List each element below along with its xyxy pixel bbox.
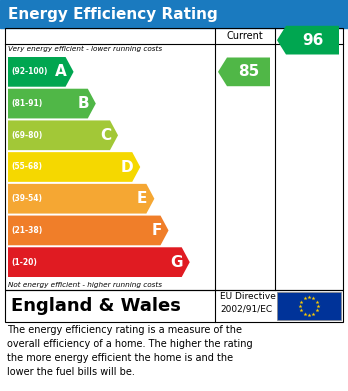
Text: (81-91): (81-91) [11, 99, 42, 108]
Polygon shape [8, 57, 73, 87]
Text: (21-38): (21-38) [11, 226, 42, 235]
Text: (92-100): (92-100) [11, 67, 47, 76]
Text: F: F [151, 223, 161, 238]
Text: 96: 96 [302, 32, 323, 48]
Text: D: D [121, 160, 133, 174]
Bar [0, 0, 348, 28]
Text: EU Directive
2002/91/EC: EU Directive 2002/91/EC [220, 292, 276, 314]
Text: Current: Current [227, 31, 263, 41]
Polygon shape [8, 120, 118, 150]
Text: 85: 85 [238, 65, 259, 79]
Text: (1-20): (1-20) [11, 258, 37, 267]
Bar [5, 290, 343, 322]
Text: (55-68): (55-68) [11, 163, 42, 172]
Text: B: B [77, 96, 89, 111]
Text: The energy efficiency rating is a measure of the
overall efficiency of a home. T: The energy efficiency rating is a measur… [7, 325, 253, 377]
Polygon shape [8, 152, 140, 182]
Text: E: E [137, 191, 147, 206]
Polygon shape [218, 57, 270, 86]
Text: G: G [170, 255, 183, 270]
Polygon shape [277, 26, 339, 54]
Text: Potential: Potential [287, 31, 331, 41]
Bar [277, 292, 341, 320]
Polygon shape [8, 89, 96, 118]
Text: England & Wales: England & Wales [11, 297, 181, 315]
Text: Energy Efficiency Rating: Energy Efficiency Rating [8, 7, 218, 22]
Bar [5, 28, 343, 290]
Text: Very energy efficient - lower running costs: Very energy efficient - lower running co… [8, 46, 162, 52]
Text: (69-80): (69-80) [11, 131, 42, 140]
Text: (39-54): (39-54) [11, 194, 42, 203]
Text: Not energy efficient - higher running costs: Not energy efficient - higher running co… [8, 282, 162, 288]
Polygon shape [8, 215, 168, 245]
Polygon shape [8, 184, 155, 213]
Text: C: C [100, 128, 111, 143]
Text: A: A [55, 65, 66, 79]
Polygon shape [8, 247, 190, 277]
